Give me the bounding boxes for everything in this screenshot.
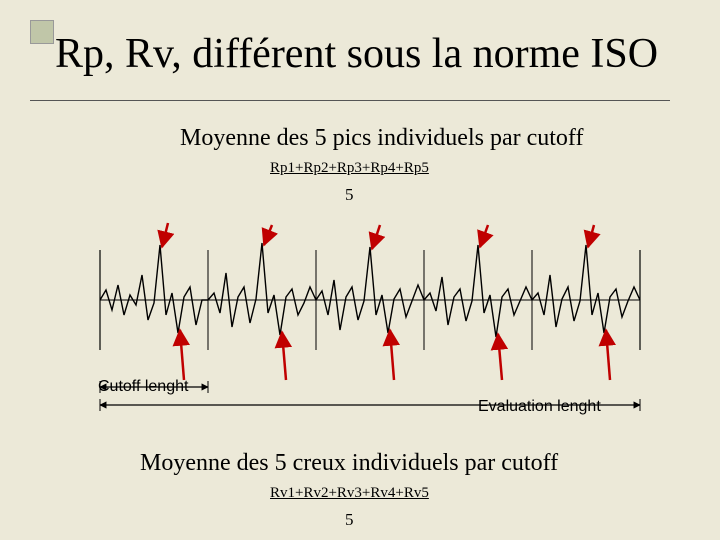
label-cutoff: Cutoff lenght bbox=[98, 378, 188, 396]
label-eval: Evaluation lenght bbox=[478, 398, 601, 416]
formula-top-denom: 5 bbox=[345, 185, 354, 205]
subtitle-bottom: Moyenne des 5 creux individuels par cuto… bbox=[140, 450, 558, 477]
title-underline bbox=[30, 100, 670, 101]
subtitle-top: Moyenne des 5 pics individuels par cutof… bbox=[180, 125, 583, 152]
formula-bottom-denom: 5 bbox=[345, 510, 354, 530]
slide: Rp, Rv, différent sous la norme ISO Moye… bbox=[0, 0, 720, 540]
formula-bottom: Rv1+Rv2+Rv3+Rv4+Rv5 bbox=[270, 485, 429, 502]
corner-accent bbox=[30, 20, 54, 44]
formula-top: Rp1+Rp2+Rp3+Rp4+Rp5 bbox=[270, 160, 429, 177]
page-title: Rp, Rv, différent sous la norme ISO bbox=[55, 30, 658, 78]
